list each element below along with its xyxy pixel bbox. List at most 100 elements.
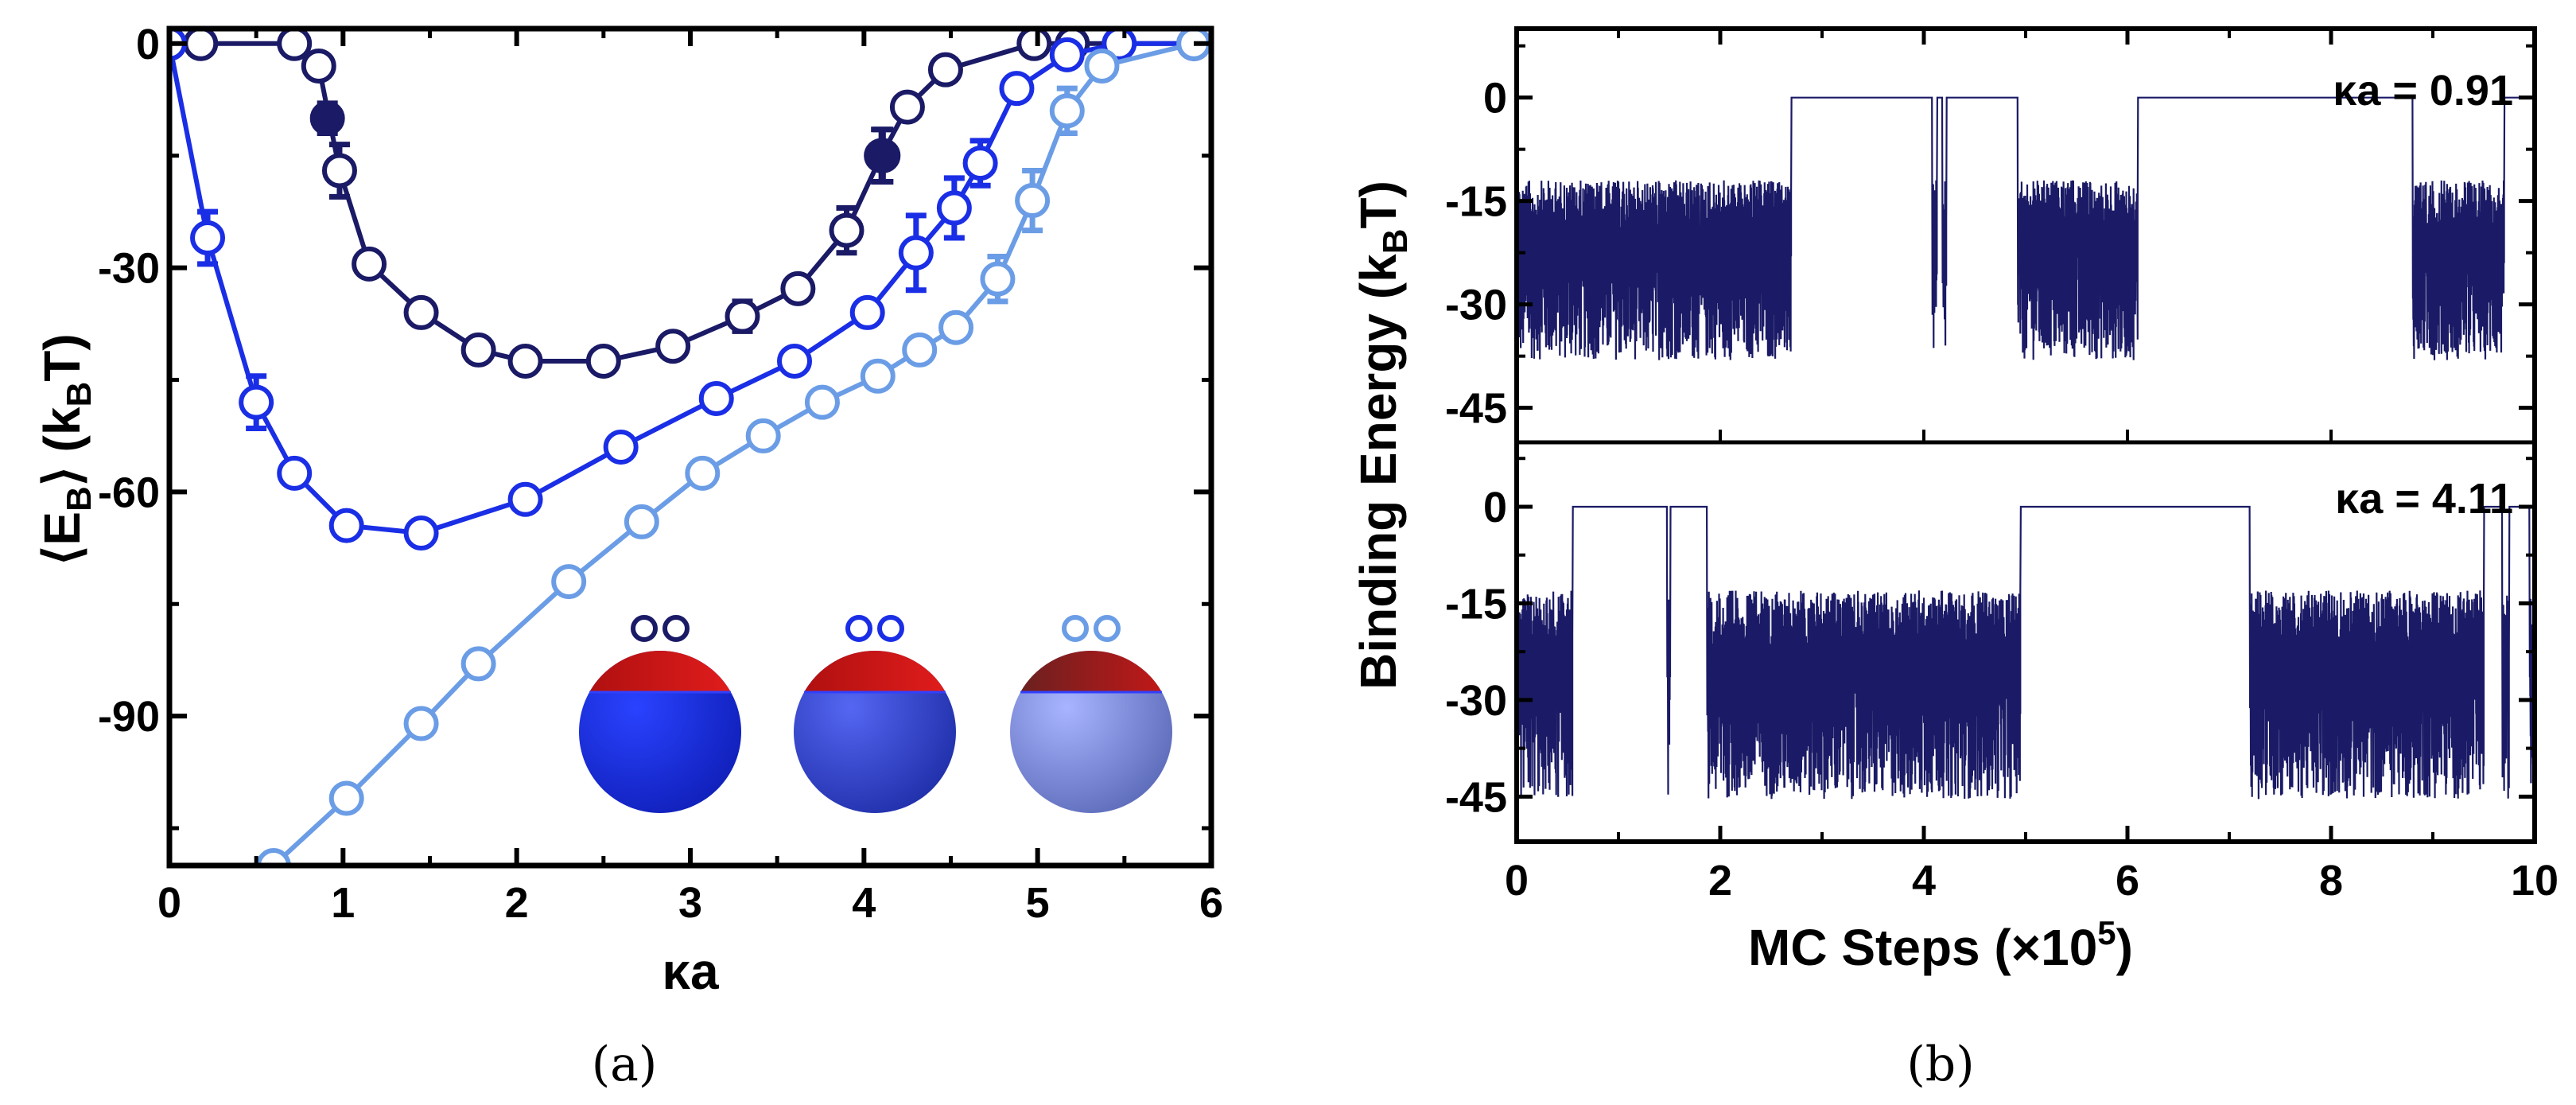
x-tick-label: 6 [2116,857,2139,905]
light-sphere [1010,615,1172,813]
data-point-light [980,261,1016,297]
data-point-dark [403,294,439,330]
data-point-dark [183,29,219,61]
data-point-light [1084,48,1120,84]
y-tick-label: -60 [98,469,160,516]
data-point-medium [962,146,998,181]
y-tick-label: -90 [98,693,160,741]
data-point-light [745,418,781,453]
ring-icon [877,615,904,642]
x-tick-label: 4 [1912,857,1936,905]
panel-b-label: (b) [1906,1037,1974,1092]
data-point-dark [277,29,313,61]
panel-a-insets [579,615,1172,813]
panel-a-series [169,29,1211,866]
data-point-medium [328,508,364,543]
binding-energy-trace [1517,96,2535,360]
data-point-light [1049,93,1085,129]
filled-data-point [865,138,901,173]
data-point-light [624,504,659,539]
y-tick-label: -30 [1445,282,1507,329]
panel-a-label: (a) [592,1037,658,1092]
x-tick-label: 8 [2319,857,2343,905]
data-point-dark [829,212,864,248]
x-tick-label: 1 [331,879,355,927]
data-point-light [460,646,496,682]
ring-icon [845,615,872,642]
ring-icon [1094,615,1121,642]
x-tick-label: 2 [1708,857,1732,905]
ring-icon [631,615,658,642]
data-point-light [328,780,364,816]
panel-b: 0 -15 -30 -45 0 -15 -30 -45 0 2 4 6 8 10 κa = 0.91 κa… [1350,26,2559,1092]
data-point-medium [603,430,639,465]
sphere-cap [1020,651,1162,692]
ring-icon [1062,615,1089,642]
y-tick-label: -30 [1445,677,1507,725]
data-point-dark [927,52,963,88]
data-point-medium [277,455,313,491]
panel-a-ylabel: ⟨EB⟩ (kBT) [33,333,99,565]
panel-a-ticks: 0 1 2 3 4 5 6 0 -30 -60 -90 [98,21,1223,927]
data-point-dark [655,329,691,364]
y-tick-label: -30 [98,245,160,293]
data-point-medium [507,481,543,517]
data-point-medium [898,235,934,270]
ring-icon [662,615,690,642]
data-point-light [551,564,587,600]
data-point-medium [849,294,885,330]
y-tick-label: -45 [1445,773,1507,821]
data-point-dark [1016,29,1052,61]
data-point-light [860,358,896,394]
medium-sphere [794,615,956,813]
panel-b-xlabel: MC Steps (×105) [1748,914,2133,976]
x-tick-label: 6 [1199,879,1223,927]
panel-a: 0 1 2 3 4 5 6 0 -30 -60 -90 κa ⟨EB⟩ (kBT) (a) [33,21,1223,1092]
x-tick-label: 0 [157,879,181,927]
x-tick-label: 3 [678,879,702,927]
x-tick-label: 2 [505,879,529,927]
data-point-light [685,455,721,491]
data-point-medium [698,380,734,416]
data-point-dark [507,343,543,379]
y-tick-label: -15 [1445,580,1507,628]
panel-b-bottom-kappa-label: κa = 4.11 [2335,475,2513,523]
data-point-dark [321,153,357,189]
trace-0 [1517,96,2535,360]
y-tick-label: 0 [1483,484,1507,531]
data-point-medium [777,343,812,379]
data-point-dark [889,89,925,125]
y-tick-label: 0 [1483,75,1507,123]
panel-b-ylabel: Binding Energy (kBT) [1350,181,1415,690]
y-tick-label: -15 [1445,178,1507,226]
data-point-light [804,384,840,420]
data-point-medium [1049,37,1085,72]
x-tick-label: 5 [1026,879,1050,927]
y-tick-label: -45 [1445,385,1507,433]
y-tick-label: 0 [136,21,160,68]
x-tick-label: 4 [852,879,876,927]
data-point-medium [936,190,972,226]
data-point-light [938,309,974,345]
filled-data-point [309,100,345,136]
x-tick-label: 0 [1505,857,1529,905]
panel-a-xlabel: κa [662,943,719,1000]
panel-b-top-kappa-label: κa = 0.91 [2333,67,2513,115]
data-point-dark [460,332,496,368]
data-point-dark [725,298,760,334]
dark-sphere [579,615,741,813]
sphere-cap [804,651,946,692]
data-point-light [256,848,291,866]
data-point-medium [999,71,1035,107]
data-point-dark [352,246,387,282]
data-point-light [902,332,938,368]
sphere-cap [589,651,731,692]
panel-b-ticks: 0 -15 -30 -45 0 -15 -30 -45 0 2 4 6 8 10 [1445,29,2559,905]
data-point-medium [403,516,439,551]
data-point-medium [1102,29,1137,61]
panel-b-series [1517,96,2535,800]
data-point-dark [585,343,621,379]
trace-1 [1517,505,2535,800]
binding-energy-trace [1517,505,2535,800]
